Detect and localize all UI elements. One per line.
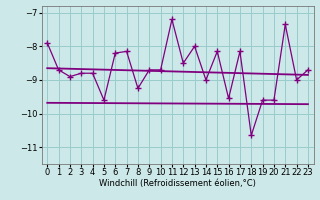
X-axis label: Windchill (Refroidissement éolien,°C): Windchill (Refroidissement éolien,°C): [99, 179, 256, 188]
